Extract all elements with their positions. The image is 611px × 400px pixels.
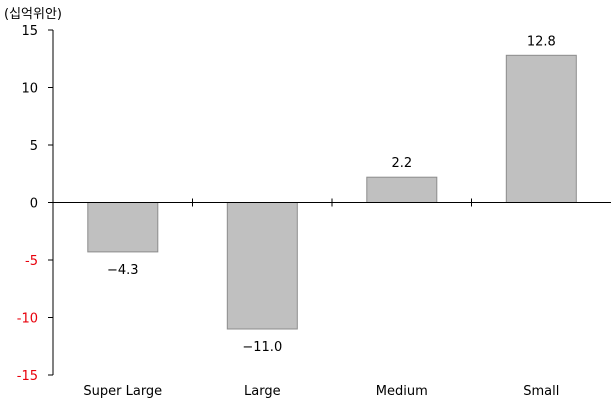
- y-axis-unit-label: (십억위안): [4, 7, 62, 22]
- y-tick-label: 10: [21, 82, 38, 97]
- bar-small: [505, 54, 577, 203]
- y-tick-label: -15: [17, 369, 38, 384]
- data-label: 2.2: [391, 156, 412, 171]
- axes-group: [48, 29, 611, 376]
- y-tick-label: 0: [30, 197, 38, 212]
- x-tick-label: Super Large: [83, 384, 162, 399]
- bar-large: [226, 202, 298, 330]
- y-tick-label: 15: [21, 24, 38, 39]
- x-tick-label: Large: [244, 384, 281, 399]
- y-tick-label: -10: [17, 312, 38, 327]
- bar-super-large: [87, 202, 159, 253]
- data-label: −4.3: [107, 263, 139, 278]
- bars-group: [87, 54, 577, 330]
- x-tick-label: Small: [523, 384, 559, 399]
- bar-medium: [366, 176, 438, 203]
- data-label: −11.0: [242, 340, 282, 355]
- y-tick-label: 5: [30, 139, 38, 154]
- labels-group: −4.3 Super Large −11.0 Large 2.2 Medium 12.8 Sm…: [17, 24, 560, 399]
- y-tick-label: -5: [25, 254, 38, 269]
- x-tick-label: Medium: [376, 384, 428, 399]
- data-label: 12.8: [527, 34, 556, 49]
